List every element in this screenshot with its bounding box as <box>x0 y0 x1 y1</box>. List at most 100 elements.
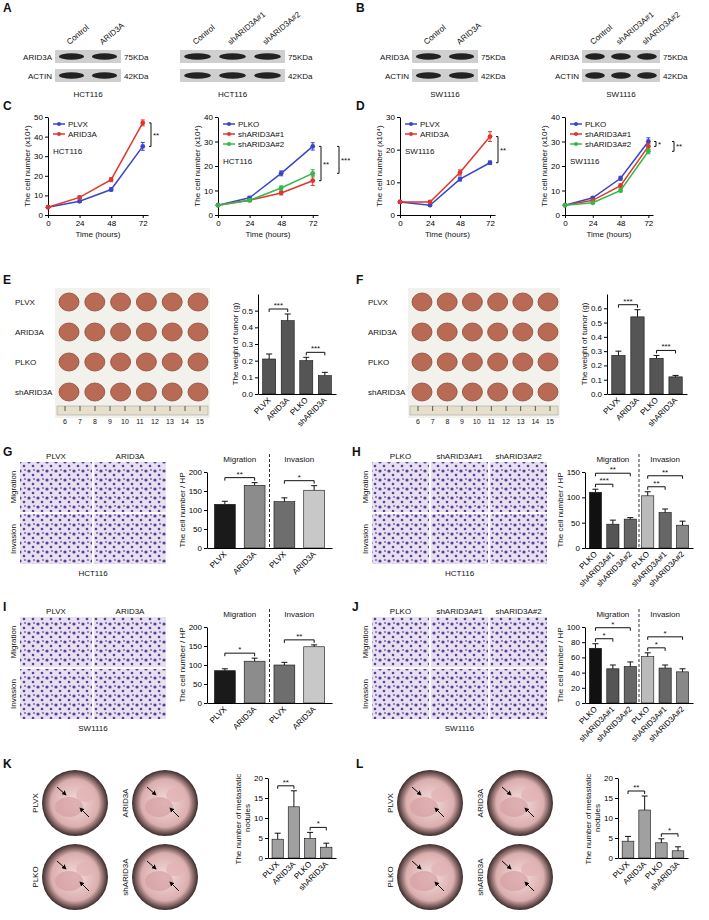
axis-line <box>207 628 208 704</box>
tick-label: 0 <box>209 211 214 220</box>
arrow <box>412 861 421 869</box>
blot-band <box>449 53 474 59</box>
line-chart: 0244872010203040Time (hours)The cell num… <box>540 113 682 239</box>
tick-label: 24 <box>589 219 598 228</box>
bar <box>321 847 332 858</box>
legend-entry: shARID3A#2 <box>238 140 285 149</box>
tick-label: 0.2 <box>591 361 603 370</box>
bar <box>589 492 601 548</box>
tick-mark <box>582 523 585 524</box>
row-label: ARID3A <box>550 53 580 62</box>
tick-label: 72 <box>309 219 318 228</box>
tick: 100 <box>189 506 207 515</box>
tick: 72 <box>139 215 148 228</box>
tick: 200 <box>189 468 207 477</box>
tick-mark <box>45 215 48 216</box>
group-label: Migration <box>596 455 629 464</box>
significance-label: *** <box>661 342 670 351</box>
tick-label: 0 <box>46 219 51 228</box>
tick-mark <box>204 684 207 685</box>
error-bar <box>592 489 598 492</box>
row-label: shARID3A <box>368 388 406 397</box>
tick-label: 0.0 <box>242 390 254 399</box>
lung-tissue <box>521 788 539 802</box>
blot-band <box>219 53 246 59</box>
plot-area <box>216 143 316 208</box>
error-bar <box>645 653 651 657</box>
tick-mark <box>582 657 585 658</box>
tick-label: 0 <box>609 854 614 863</box>
blot-band <box>637 53 657 59</box>
tumor <box>136 293 156 311</box>
tick-mark <box>621 215 622 218</box>
blot-band <box>416 72 441 78</box>
tick-label: 0.6 <box>591 304 603 313</box>
error-bar <box>311 486 317 491</box>
tick-label: 10 <box>604 814 613 823</box>
significance-bracket <box>654 142 656 147</box>
bar <box>639 810 651 858</box>
tick-mark <box>615 858 618 859</box>
tick: ARID3A <box>231 704 258 731</box>
bar-chart: PLKOshARID3A#1shARID3A#2PLKOshARID3A#1sh… <box>556 454 694 589</box>
lung-image: PLVXARID3APLKOshARID3A <box>31 770 198 910</box>
error-bar <box>615 351 621 355</box>
row-label: PLVX <box>368 298 389 307</box>
ruler-label: 11 <box>136 418 143 425</box>
data-point <box>216 203 221 208</box>
tumor <box>162 383 182 401</box>
tumor <box>412 323 432 341</box>
legend: PLKOshARID3A#1shARID3A#2 <box>223 120 285 149</box>
x-axis: PLVXARID3APLKOshARID3A <box>252 395 336 429</box>
tumor <box>162 353 182 371</box>
error-bar <box>311 645 317 647</box>
tick: 0 <box>39 211 48 220</box>
tick-mark <box>604 365 607 366</box>
cell-line-label: HCT116 <box>53 147 83 156</box>
bar <box>676 672 688 703</box>
tick-mark <box>397 150 400 151</box>
tick-mark <box>250 215 251 218</box>
ruler-tick <box>491 406 492 411</box>
arrow <box>435 808 444 817</box>
axis-line <box>208 703 333 704</box>
legend-swatch <box>227 142 231 146</box>
panel-letter: D <box>356 99 365 113</box>
legend-entry: PLVX <box>68 120 89 129</box>
error-bar <box>610 520 616 524</box>
lung-tissue <box>431 788 449 802</box>
transwell-image: PLKOshARID3A#1shARID3A#2MigrationInvasio… <box>361 452 547 578</box>
tick-mark <box>45 156 48 157</box>
tumor-image: PLVXARID3APLKOshARID3A6789101112131415 <box>15 288 210 425</box>
legend-swatch <box>57 132 61 136</box>
tick-mark <box>562 117 565 118</box>
tick-label: 72 <box>486 219 495 228</box>
x-axis: 0244872 <box>216 215 318 228</box>
tick-mark <box>615 798 618 799</box>
tick-label: 40 <box>551 113 560 122</box>
micrograph <box>431 462 488 512</box>
error-bar <box>488 161 492 164</box>
arrow <box>170 882 179 891</box>
arrow <box>57 787 66 795</box>
tick-label: 100 <box>189 506 203 515</box>
ruler-tick <box>520 406 521 411</box>
ruler-tick <box>432 406 433 411</box>
axis-line <box>49 215 149 216</box>
arrow <box>435 882 444 891</box>
tick: 24 <box>76 215 85 228</box>
plot-area <box>272 791 332 858</box>
lung-photo <box>42 770 108 836</box>
ruler-label: 14 <box>181 418 189 425</box>
tick: ARID3A <box>614 395 641 422</box>
tick: 100 <box>567 623 585 632</box>
tumor <box>85 353 105 371</box>
tick: 0.5 <box>242 307 258 316</box>
axis-title: The cell number (x10⁴) <box>540 125 549 207</box>
tumor <box>136 353 156 371</box>
axis-line <box>585 473 586 549</box>
ruler-label: 15 <box>546 418 554 425</box>
tick-mark <box>265 838 268 839</box>
column-label: ARID3A <box>455 21 483 47</box>
tick-label: ARID3A <box>614 395 641 422</box>
